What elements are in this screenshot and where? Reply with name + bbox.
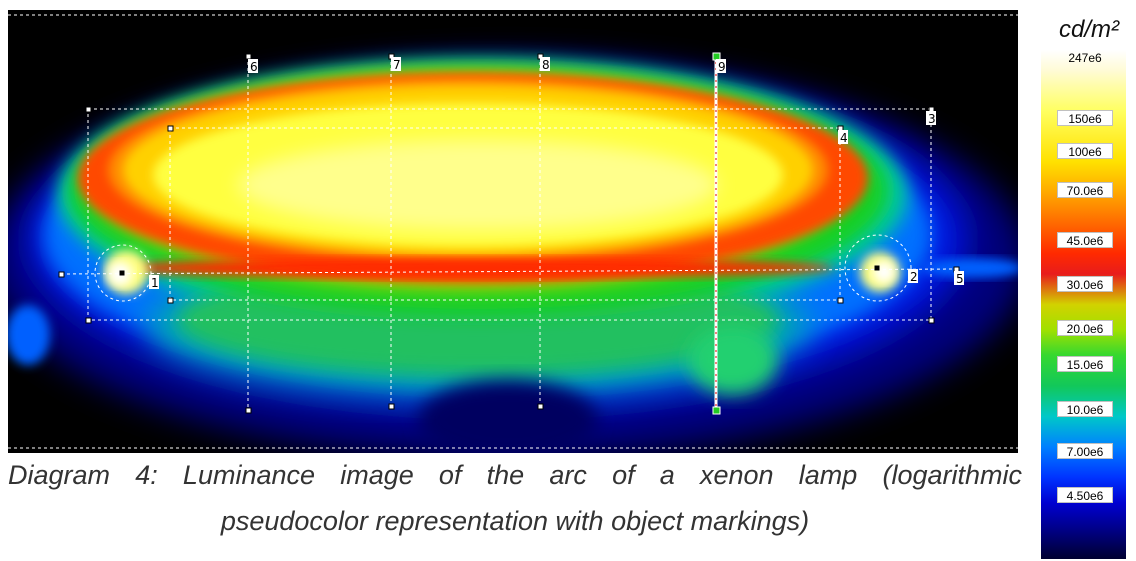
luminance-image: 1 2 3 4 5 6 7 8 9 [8,10,1018,453]
scale-tick-label: 150e6 [1057,110,1113,126]
marker-7: 7 [393,58,401,72]
marker-9: 9 [718,60,726,74]
figure-caption: Diagram 4: Luminance image of the arc of… [0,452,1030,544]
caption-line-2: pseudocolor representation with object m… [220,506,810,536]
marker-4-rect [169,127,841,301]
scale-unit-label: cd/m² [1059,16,1119,43]
marker-1: 1 [151,276,159,290]
marker-handles[interactable] [58,53,960,414]
scale-tick-label: 7.00e6 [1057,443,1113,459]
scale-tick-label: 4.50e6 [1057,487,1113,503]
marker-3-rect [87,108,932,321]
marker-1-circle [94,244,152,302]
marker-2-circle [844,234,912,302]
marker-labels: 1 2 3 4 5 6 7 8 9 [149,57,964,290]
object-markings [8,14,1018,449]
scale-tick-label: 20.0e6 [1057,320,1113,336]
scale-tick-label: 247e6 [1068,51,1102,65]
luminance-image-canvas: 1 2 3 4 5 6 7 8 9 [8,14,1018,453]
caption-line-1: Diagram 4: Luminance image of the arc of… [8,460,1022,490]
scale-tick-label: 100e6 [1057,143,1113,159]
marker-4: 4 [840,131,848,145]
marker-5-line [60,268,957,275]
scale-tick-label: 45.0e6 [1057,232,1113,248]
scale-tick-label: 30.0e6 [1057,276,1113,292]
scale-tick-label: 70.0e6 [1057,182,1113,198]
scale-tick-label: 15.0e6 [1057,356,1113,372]
marker-2: 2 [910,270,918,284]
color-scale-bar [1041,50,1126,559]
marker-3: 3 [928,112,936,126]
arc-glow [8,60,1018,453]
marker-8: 8 [542,58,550,72]
scale-tick-label: 10.0e6 [1057,401,1113,417]
marker-6: 6 [250,60,258,74]
marker-5: 5 [956,272,964,286]
